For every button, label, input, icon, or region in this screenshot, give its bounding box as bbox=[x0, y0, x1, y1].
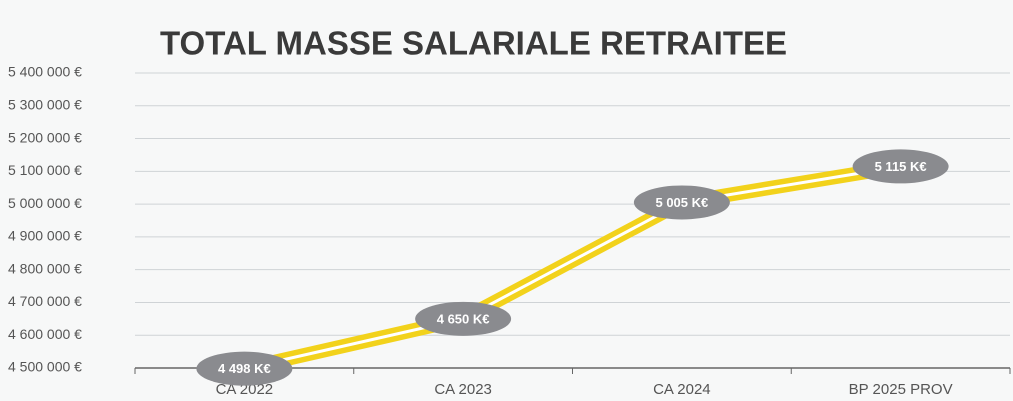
data-label: 5 005 K€ bbox=[655, 195, 708, 210]
y-tick-label: 4 600 000 € bbox=[8, 326, 82, 342]
data-point bbox=[415, 301, 512, 336]
x-tick-label: CA 2022 bbox=[216, 381, 274, 398]
data-label: 4 498 K€ bbox=[218, 361, 271, 376]
y-tick-label: 5 400 000 € bbox=[8, 64, 82, 80]
y-tick-label: 5 300 000 € bbox=[8, 96, 82, 112]
data-point bbox=[852, 149, 949, 184]
x-tick-label: CA 2024 bbox=[653, 381, 711, 398]
data-point bbox=[633, 185, 730, 220]
line-highlight bbox=[244, 164, 901, 371]
y-tick-label: 4 500 000 € bbox=[8, 359, 82, 375]
y-tick-label: 5 100 000 € bbox=[8, 162, 82, 178]
data-label: 5 115 K€ bbox=[875, 159, 927, 174]
data-point bbox=[196, 351, 293, 386]
y-tick-label: 5 000 000 € bbox=[8, 195, 82, 211]
y-tick-label: 4 800 000 € bbox=[8, 260, 82, 276]
y-tick-label: 4 700 000 € bbox=[8, 293, 82, 309]
x-tick-label: BP 2025 PROV bbox=[849, 381, 953, 398]
x-tick-label: CA 2023 bbox=[434, 381, 492, 398]
data-label: 4 650 K€ bbox=[437, 311, 490, 326]
chart-title: TOTAL MASSE SALARIALE RETRAITEE bbox=[160, 25, 787, 62]
y-tick-label: 4 900 000 € bbox=[8, 228, 82, 244]
y-tick-label: 5 200 000 € bbox=[8, 129, 82, 145]
